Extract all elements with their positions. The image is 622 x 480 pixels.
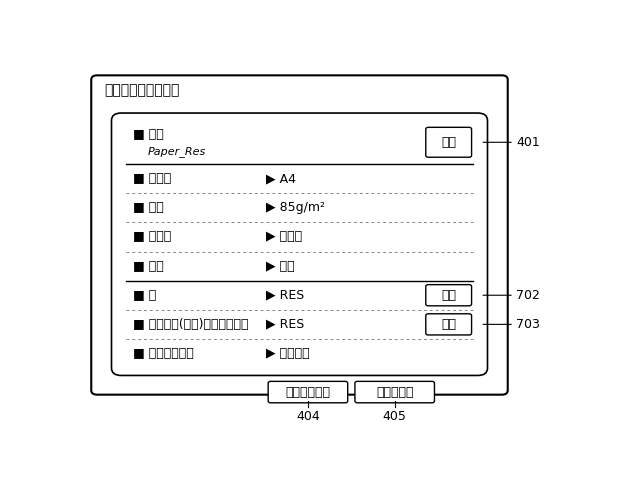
Text: ■ サイズ: ■ サイズ [133, 172, 172, 185]
Text: ▶ RES: ▶ RES [266, 318, 304, 331]
Text: ■ クリープ(ずれ)補正量の調整: ■ クリープ(ずれ)補正量の調整 [133, 318, 249, 331]
Text: 401: 401 [516, 136, 540, 149]
Text: ■ 表面性: ■ 表面性 [133, 230, 172, 243]
Text: ▶ RES: ▶ RES [266, 289, 304, 302]
FancyBboxPatch shape [426, 314, 471, 335]
Text: 703: 703 [516, 318, 541, 331]
Text: 設定: 設定 [441, 318, 456, 331]
Text: ▶ なし: ▶ なし [266, 260, 294, 273]
FancyBboxPatch shape [91, 75, 508, 395]
Text: ■ 色: ■ 色 [133, 289, 157, 302]
Text: 404: 404 [296, 410, 320, 423]
Text: メディア情報の設定: メディア情報の設定 [104, 84, 180, 97]
Text: ▶ A4: ▶ A4 [266, 172, 295, 185]
Text: ■ 特徴: ■ 特徴 [133, 260, 164, 273]
FancyBboxPatch shape [426, 127, 471, 157]
Text: 一時的に使用: 一時的に使用 [285, 385, 330, 398]
Text: ■ 画像位置調整: ■ 画像位置調整 [133, 347, 194, 360]
Text: 405: 405 [383, 410, 407, 423]
Text: 702: 702 [516, 289, 541, 302]
Text: ▶ 85g/m²: ▶ 85g/m² [266, 201, 325, 215]
FancyBboxPatch shape [111, 113, 488, 375]
Text: 新規に登録: 新規に登録 [376, 385, 414, 398]
Text: ■ 坪量: ■ 坪量 [133, 201, 164, 215]
FancyBboxPatch shape [268, 382, 348, 403]
FancyBboxPatch shape [426, 285, 471, 306]
Text: 設定: 設定 [441, 136, 456, 149]
FancyBboxPatch shape [355, 382, 434, 403]
Text: ■ 名称: ■ 名称 [133, 128, 164, 141]
Text: Paper_Res: Paper_Res [147, 146, 206, 157]
Text: ▶ 調整なし: ▶ 調整なし [266, 347, 309, 360]
Text: ▶ 上質紙: ▶ 上質紙 [266, 230, 302, 243]
Text: 設定: 設定 [441, 289, 456, 302]
